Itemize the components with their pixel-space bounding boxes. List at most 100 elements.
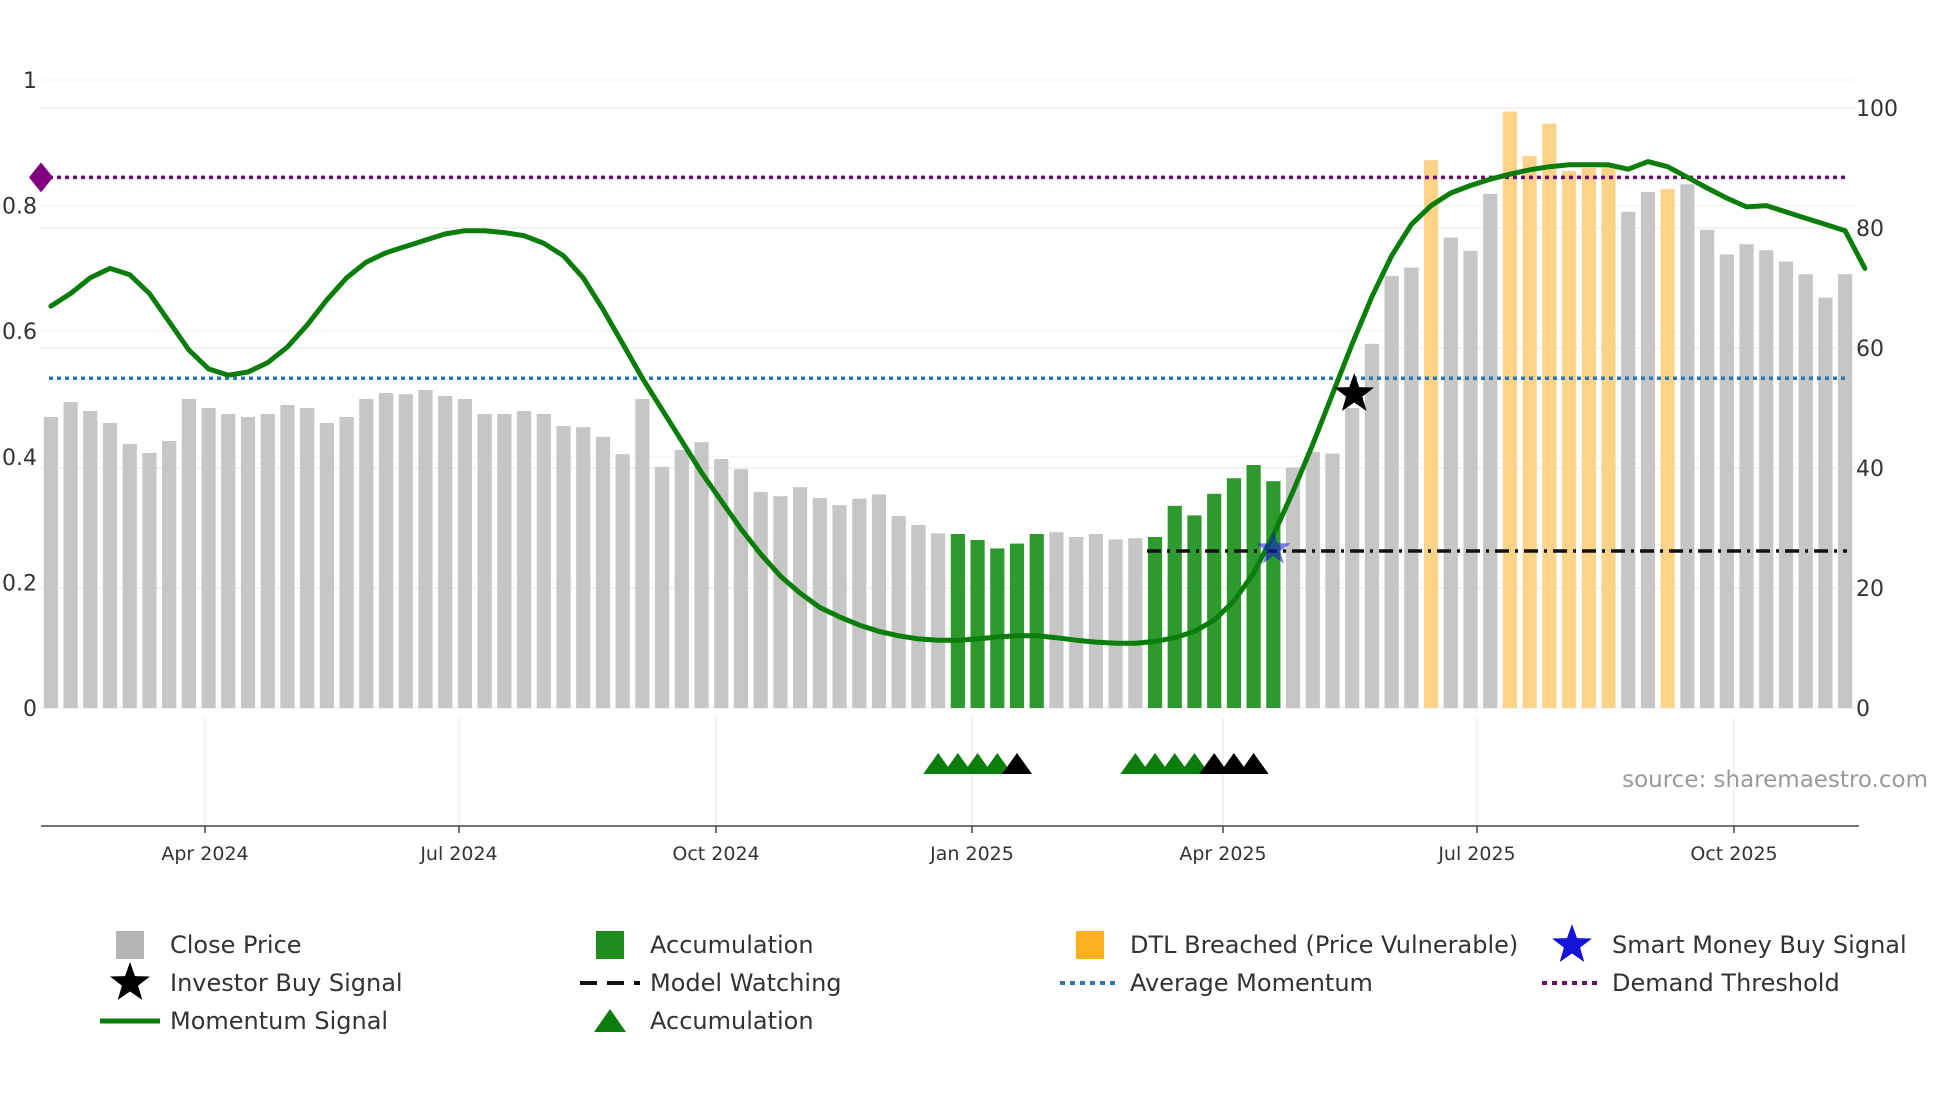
smart-money-buy-signal-star — [1256, 531, 1291, 564]
close-price-bar — [63, 402, 78, 708]
close-price-bar — [260, 414, 275, 708]
accumulation-bar — [1167, 505, 1182, 708]
dtl-breached-bar — [1423, 160, 1439, 708]
x-tick-label: Jan 2025 — [929, 843, 1014, 865]
close-price-bar — [1483, 193, 1498, 709]
demand-threshold-marker — [29, 162, 53, 193]
x-tick-label: Jul 2024 — [419, 843, 497, 865]
close-price-bar — [1759, 250, 1774, 708]
close-price-bar — [181, 399, 196, 708]
legend-investor-star — [110, 962, 150, 1000]
dtl-breached-bar — [1502, 111, 1518, 709]
close-price-bar — [300, 408, 315, 708]
close-price-bar — [832, 505, 847, 708]
x-tick-label: Apr 2024 — [161, 843, 248, 865]
close-price-bar — [1108, 539, 1123, 708]
close-price-bar — [83, 411, 98, 708]
close-price-bar — [595, 436, 611, 708]
close-price-bar — [812, 498, 827, 708]
close-price-bar — [753, 492, 768, 708]
close-price-bar — [339, 417, 354, 708]
accumulation-bar — [1147, 537, 1163, 708]
accumulation-triangle — [1140, 753, 1171, 774]
close-price-bar — [654, 466, 670, 708]
close-price-bar — [1443, 237, 1458, 708]
close-price-bar — [457, 399, 473, 708]
accumulation-bar — [1246, 465, 1261, 708]
accumulation-triangle — [982, 753, 1013, 774]
close-price-bar — [1700, 229, 1715, 709]
signal-markers — [1256, 373, 1375, 564]
x-tick-label: Jul 2025 — [1437, 843, 1515, 865]
legend: Close Price Accumulation DTL Breached (Pri… — [100, 924, 1907, 1035]
accumulation-triangle — [962, 753, 993, 774]
accumulation-triangle — [942, 753, 973, 774]
close-price-bar — [477, 414, 492, 708]
x-tick-label: Apr 2025 — [1179, 843, 1266, 865]
close-price-bar — [1384, 276, 1399, 708]
left-tick-label: 1 — [23, 69, 37, 94]
accumulation-triangle — [1120, 753, 1151, 774]
close-price-bar — [319, 423, 335, 708]
accumulation-triangle — [923, 753, 954, 774]
accumulation-triangle — [1159, 753, 1190, 774]
close-price-bar — [516, 411, 532, 708]
left-tick-label: 0 — [23, 697, 37, 722]
close-price-bar — [378, 393, 394, 708]
legend-label: Average Momentum — [1130, 969, 1373, 997]
close-price-bar — [793, 487, 808, 708]
close-price-bar — [714, 459, 729, 708]
source-annotation: source: sharemaestro.com — [1622, 767, 1928, 793]
close-price-bar — [694, 442, 709, 708]
close-price-bar — [911, 525, 926, 708]
close-price-bar — [1463, 250, 1478, 709]
right-tick-label: 100 — [1856, 97, 1898, 122]
close-price-bar — [931, 533, 946, 708]
accumulation-bar — [1187, 515, 1202, 708]
momentum-signal-line — [48, 159, 1868, 646]
legend-accumulation-triangle — [594, 1009, 626, 1032]
close-price-bar — [221, 414, 236, 708]
close-price-bar — [1285, 467, 1301, 708]
accumulation-bar — [970, 540, 985, 708]
left-tick-label: 0.4 — [2, 446, 37, 471]
accumulation-bar — [1009, 543, 1025, 708]
accumulation-bar — [950, 534, 965, 708]
momentum-layer — [48, 159, 1868, 646]
legend-label: Demand Threshold — [1612, 969, 1840, 997]
close-price-bar — [280, 405, 295, 708]
close-price-bar — [1088, 534, 1103, 708]
legend-label: Smart Money Buy Signal — [1612, 931, 1907, 959]
right-tick-label: 40 — [1856, 457, 1884, 482]
close-price-bar — [497, 414, 512, 708]
close-price-bar — [852, 498, 867, 708]
close-price-bar — [1621, 211, 1636, 709]
close-price-bar — [891, 516, 906, 708]
accumulation-bar — [1029, 534, 1044, 708]
legend-label: DTL Breached (Price Vulnerable) — [1130, 931, 1518, 959]
close-price-bar — [1305, 451, 1320, 708]
close-price-bar — [1325, 453, 1340, 708]
left-tick-label: 0.8 — [2, 195, 37, 220]
close-price-bar — [1364, 343, 1380, 708]
model-watching-triangle — [1238, 753, 1269, 774]
legend-label: Investor Buy Signal — [170, 969, 403, 997]
close-price-bar — [556, 426, 571, 708]
close-price-bar — [1719, 254, 1734, 708]
close-price-bar — [674, 450, 689, 708]
close-price-bar — [122, 444, 137, 708]
dtl-breached-bar — [1561, 171, 1577, 708]
dtl-breached-bar — [1542, 123, 1557, 709]
model-watching-triangle — [1218, 753, 1249, 774]
legend-label: Close Price — [170, 931, 302, 959]
close-price-bar — [635, 399, 650, 708]
dtl-breached-bar — [1601, 166, 1616, 708]
close-price-bar — [1798, 274, 1813, 708]
legend-label: Accumulation — [650, 931, 814, 959]
close-price-bar — [1778, 261, 1794, 708]
close-price-bar — [576, 427, 591, 708]
axes: Apr 2024 Jul 2024 Oct 2024 Jan 2025 Apr 2025… — [2, 69, 1898, 865]
x-tick-label: Oct 2025 — [1690, 843, 1777, 865]
close-price-bar — [536, 414, 551, 708]
model-watching-triangle — [1002, 753, 1033, 774]
